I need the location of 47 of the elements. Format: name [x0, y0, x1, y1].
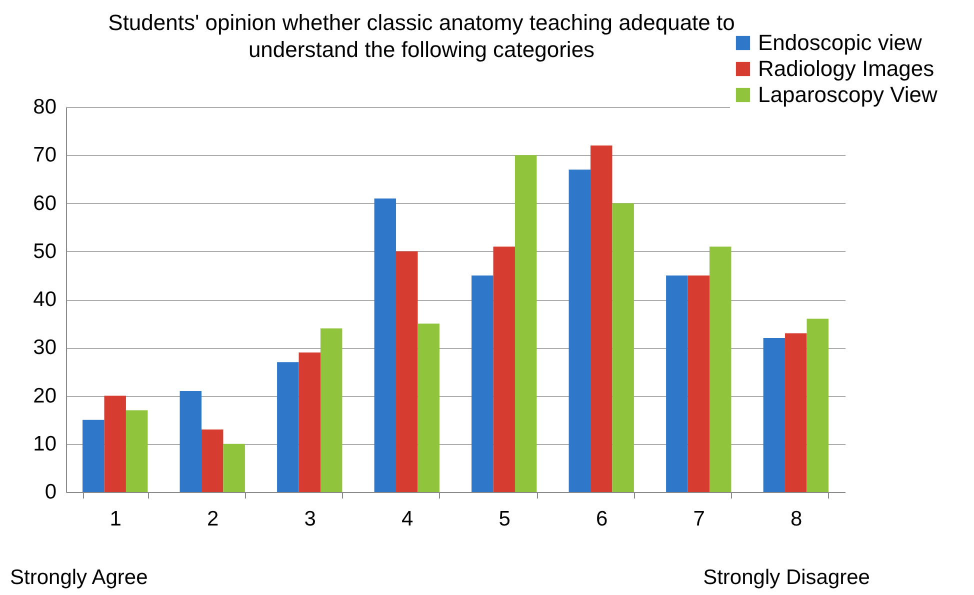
x-tick-label: 7 — [693, 508, 705, 530]
bar — [590, 146, 612, 492]
bar — [612, 203, 634, 492]
legend-label: Endoscopic view — [758, 30, 922, 55]
bar — [82, 420, 104, 492]
x-tick-label: 5 — [498, 508, 510, 530]
bar — [666, 275, 688, 492]
bar — [202, 429, 224, 492]
text: Strongly Agree — [10, 566, 148, 589]
x-tick-label: 1 — [110, 508, 122, 530]
bar — [396, 251, 418, 492]
x-tick-label: 6 — [596, 508, 608, 530]
bar — [806, 318, 828, 492]
y-tick-label: 30 — [33, 336, 56, 360]
bar — [320, 328, 342, 492]
bar — [104, 396, 126, 492]
y-tick-label: 70 — [33, 144, 56, 167]
bar — [709, 246, 732, 492]
legend-label: Radiology Images — [758, 56, 934, 81]
legend-label: Laparoscopy View — [758, 82, 938, 107]
x-tick-label: 3 — [304, 508, 316, 530]
bar — [493, 246, 515, 492]
y-tick-label: 10 — [33, 432, 56, 456]
chart-title: Students' opinion whether classic anatomy teaching adequate to understand the following categories — [108, 10, 735, 62]
bar — [126, 410, 148, 492]
bar — [568, 170, 591, 492]
x-tick-label: 8 — [790, 508, 802, 530]
y-tick-label: 20 — [33, 384, 56, 408]
y-tick-label: 0 — [44, 480, 56, 504]
bar — [472, 275, 494, 492]
y-tick-label: 60 — [33, 192, 56, 215]
bar — [277, 362, 299, 492]
x-tick-label: 2 — [207, 508, 219, 530]
bar — [223, 444, 245, 492]
x-tick-label: 4 — [402, 508, 414, 530]
bar — [374, 198, 396, 492]
y-tick-label: 80 — [33, 96, 56, 118]
y-tick-label: 50 — [33, 240, 56, 263]
bar — [688, 275, 710, 492]
bar — [180, 390, 202, 492]
bar — [763, 338, 786, 492]
bar — [785, 333, 807, 492]
y-tick-label: 40 — [33, 288, 56, 311]
bar — [298, 352, 320, 492]
bar — [514, 155, 537, 492]
text: Strongly Disagree — [703, 566, 870, 589]
bar — [418, 324, 440, 492]
